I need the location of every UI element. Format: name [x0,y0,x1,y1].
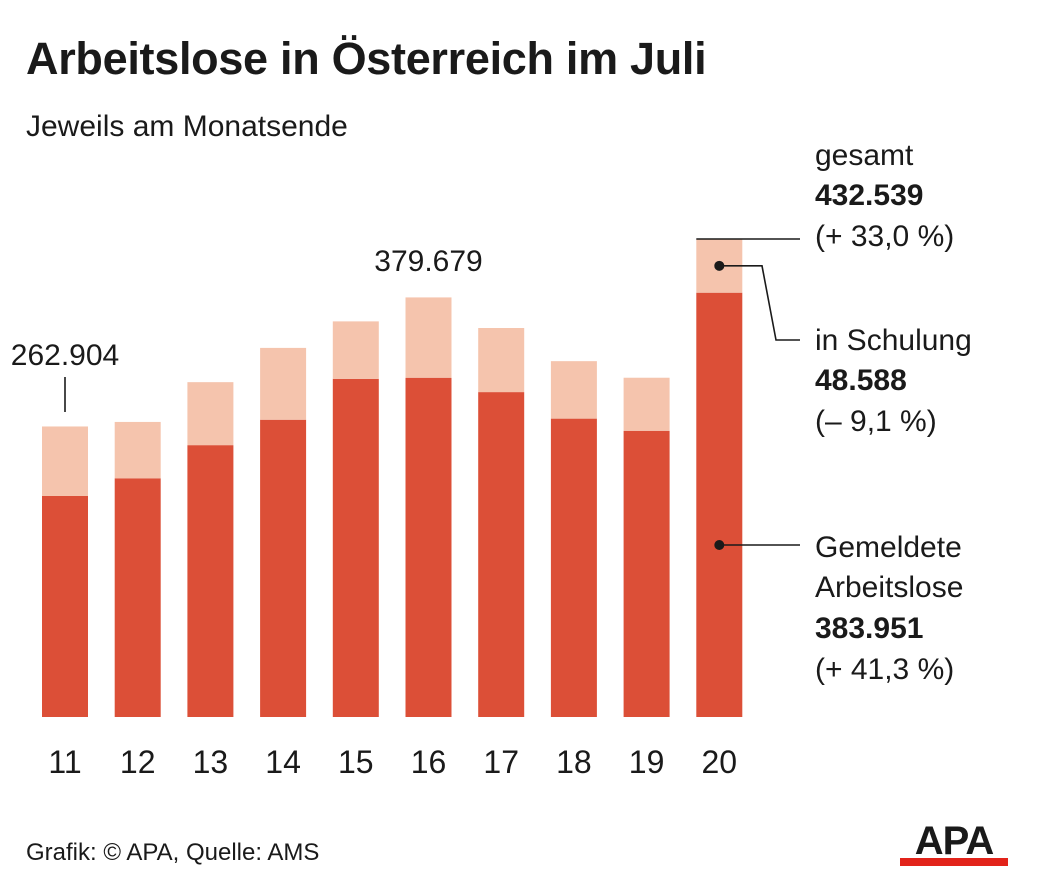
bar-training-16 [405,297,452,378]
chart-subtitle: Jeweils am Monatsende [26,110,348,143]
x-tick-label-14: 14 [265,744,301,780]
apa-logo: APA [900,820,1008,866]
bar-training-11 [42,426,88,496]
training-change: (– 9,1 %) [815,405,937,438]
training-connector-line [719,265,800,341]
registered-label-line2: Arbeitslose [815,571,963,604]
bar-training-12 [114,421,161,479]
registered-label-line1: Gemeldete [815,531,962,564]
registered-value: 383.951 [815,612,923,645]
x-tick-label-19: 19 [629,744,665,780]
bar-registered-11 [42,495,88,717]
registered-marker-dot [714,540,725,550]
stacked-bar-chart: 11 12 13 14 15 16 17 18 19 20 262.904 379.679 gesa… [11,139,972,780]
bars-group [42,239,743,717]
bar-registered-16 [405,377,452,717]
bar-registered-13 [187,445,234,717]
x-tick-label-18: 18 [556,744,592,780]
bar-training-14 [260,347,307,420]
registered-change: (+ 41,3 %) [815,653,954,686]
bar-training-19 [623,377,670,431]
data-label-11: 262.904 [11,339,119,372]
x-tick-label-16: 16 [411,744,447,780]
bar-registered-15 [332,378,379,717]
apa-logo-text: APA [915,820,994,863]
bar-training-15 [332,321,379,379]
bar-registered-18 [550,418,597,717]
bar-training-18 [550,361,597,419]
total-label: gesamt [815,139,914,172]
x-tick-label-17: 17 [483,744,519,780]
x-tick-label-12: 12 [120,744,156,780]
bar-registered-14 [260,419,307,717]
bar-registered-17 [478,392,525,717]
total-change: (+ 33,0 %) [815,220,954,253]
annotation-connectors [696,238,800,546]
bar-training-17 [478,328,525,393]
bar-registered-19 [623,430,670,717]
bar-training-13 [187,382,234,446]
x-tick-label-13: 13 [193,744,229,780]
training-value: 48.588 [815,364,907,397]
x-axis-ticks: 11 12 13 14 15 16 17 18 19 20 [48,744,737,780]
x-tick-label-11: 11 [48,744,81,780]
chart-title: Arbeitslose in Österreich im Juli [26,33,707,84]
bar-registered-12 [114,478,161,717]
total-value: 432.539 [815,179,923,212]
bar-registered-20 [696,292,743,717]
apa-logo-bar [900,858,1008,866]
training-label: in Schulung [815,324,972,357]
x-tick-label-20: 20 [702,744,738,780]
training-marker-dot [714,260,725,271]
data-label-16: 379.679 [374,245,482,278]
source-credit: Grafik: © APA, Quelle: AMS [26,839,320,866]
x-tick-label-15: 15 [338,744,374,780]
data-labels: 262.904 379.679 [11,245,483,412]
